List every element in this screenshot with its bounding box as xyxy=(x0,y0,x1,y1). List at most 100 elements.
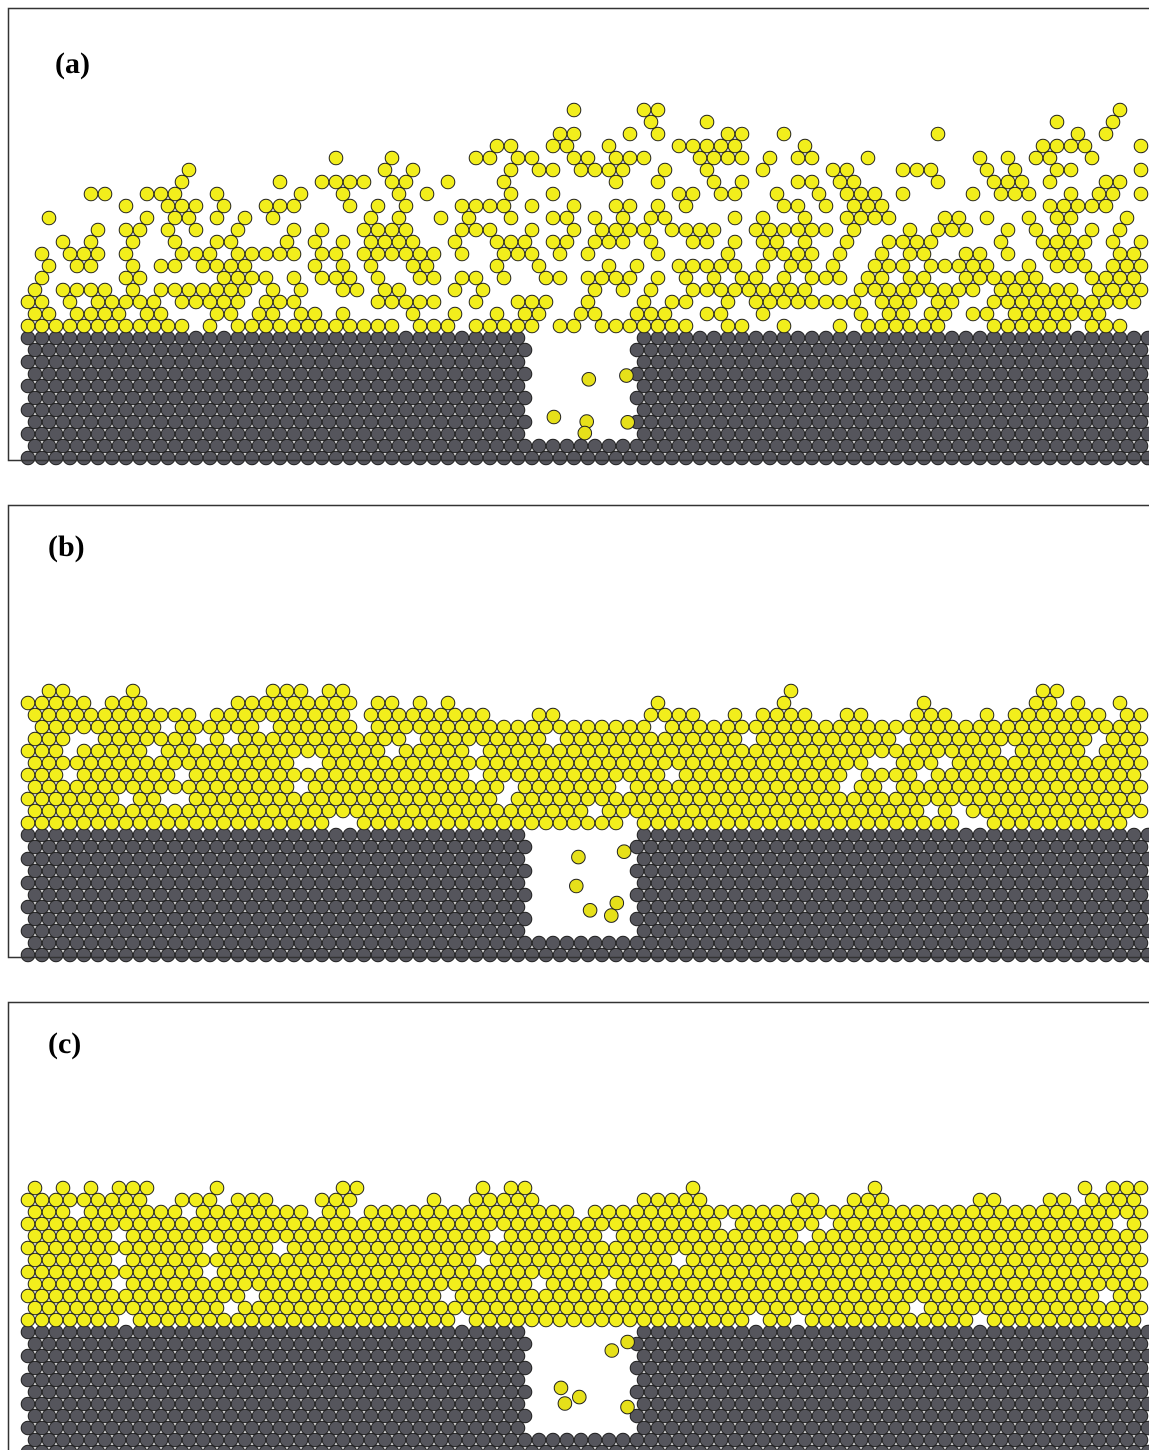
substrate-atom xyxy=(1043,379,1057,393)
substrate-atom xyxy=(245,427,259,441)
film-atom xyxy=(168,283,182,297)
substrate-atom xyxy=(791,876,805,890)
film-atom xyxy=(280,684,294,698)
substrate-atom xyxy=(147,1373,161,1387)
substrate-atom xyxy=(945,900,959,914)
substrate-atom xyxy=(511,403,525,417)
film-atom xyxy=(1036,804,1050,818)
film-atom xyxy=(420,756,434,770)
substrate-atom xyxy=(721,403,735,417)
substrate-atom xyxy=(959,924,973,938)
substrate-atom xyxy=(322,840,336,854)
substrate-atom xyxy=(301,379,315,393)
film-atom xyxy=(392,283,406,297)
film-atom xyxy=(476,732,490,746)
film-atom xyxy=(525,720,539,734)
film-atom xyxy=(504,1205,518,1219)
film-atom xyxy=(980,756,994,770)
film-atom xyxy=(875,1193,889,1207)
substrate-atom xyxy=(882,1385,896,1399)
substrate-atom xyxy=(77,948,91,962)
film-atom xyxy=(469,720,483,734)
substrate-atom xyxy=(273,948,287,962)
substrate-atom xyxy=(1078,1361,1092,1375)
film-atom xyxy=(133,271,147,285)
film-atom xyxy=(1127,744,1141,758)
film-atom xyxy=(280,235,294,249)
substrate-atom xyxy=(756,343,770,357)
film-atom xyxy=(441,744,455,758)
substrate-atom xyxy=(532,936,546,950)
film-atom xyxy=(287,319,301,333)
substrate-atom xyxy=(777,355,791,369)
film-atom xyxy=(966,187,980,201)
film-atom xyxy=(175,1265,189,1279)
substrate-atom xyxy=(301,852,315,866)
substrate-atom xyxy=(1036,391,1050,405)
substrate-atom xyxy=(168,840,182,854)
film-atom xyxy=(665,1193,679,1207)
substrate-atom xyxy=(350,1385,364,1399)
film-atom xyxy=(518,1253,532,1267)
film-atom xyxy=(35,295,49,309)
substrate-atom xyxy=(469,1397,483,1411)
substrate-atom xyxy=(1036,912,1050,926)
substrate-atom xyxy=(1001,924,1015,938)
film-atom xyxy=(784,756,798,770)
film-atom xyxy=(637,744,651,758)
substrate-atom xyxy=(147,451,161,465)
film-atom xyxy=(413,792,427,806)
film-atom xyxy=(364,259,378,273)
film-atom xyxy=(1134,163,1148,177)
film-atom xyxy=(1043,247,1057,261)
substrate-atom xyxy=(518,912,532,926)
substrate-atom xyxy=(714,1409,728,1423)
film-atom xyxy=(49,816,63,830)
substrate-atom xyxy=(1092,1433,1106,1447)
substrate-atom xyxy=(315,876,329,890)
substrate-atom xyxy=(896,439,910,453)
substrate-atom xyxy=(686,1409,700,1423)
substrate-atom xyxy=(693,379,707,393)
film-atom xyxy=(21,1289,35,1303)
film-atom xyxy=(329,744,343,758)
film-atom xyxy=(903,720,917,734)
film-atom xyxy=(826,1205,840,1219)
substrate-atom xyxy=(1057,876,1071,890)
film-atom xyxy=(238,211,252,225)
film-atom xyxy=(427,247,441,261)
substrate-atom xyxy=(63,852,77,866)
film-atom xyxy=(462,804,476,818)
substrate-atom xyxy=(126,888,140,902)
film-atom xyxy=(364,804,378,818)
substrate-atom xyxy=(147,876,161,890)
substrate-atom xyxy=(252,343,266,357)
substrate-atom xyxy=(826,1361,840,1375)
substrate-atom xyxy=(686,840,700,854)
film-atom xyxy=(784,1277,798,1291)
film-atom xyxy=(287,1217,301,1231)
substrate-atom xyxy=(77,852,91,866)
substrate-atom xyxy=(959,379,973,393)
film-atom xyxy=(994,1253,1008,1267)
film-atom xyxy=(511,1241,525,1255)
substrate-atom xyxy=(364,391,378,405)
substrate-atom xyxy=(133,1373,147,1387)
substrate-atom xyxy=(322,439,336,453)
substrate-atom xyxy=(371,427,385,441)
substrate-atom xyxy=(721,451,735,465)
substrate-atom xyxy=(1141,379,1149,393)
substrate-atom xyxy=(28,864,42,878)
substrate-atom xyxy=(56,1433,70,1447)
substrate-atom xyxy=(483,355,497,369)
film-atom xyxy=(301,319,315,333)
film-atom xyxy=(357,816,371,830)
film-atom xyxy=(56,732,70,746)
substrate-atom xyxy=(182,367,196,381)
film-atom xyxy=(35,696,49,710)
substrate-atom xyxy=(140,343,154,357)
film-atom xyxy=(1008,163,1022,177)
substrate-atom xyxy=(140,912,154,926)
film-atom xyxy=(931,744,945,758)
substrate-atom xyxy=(343,379,357,393)
